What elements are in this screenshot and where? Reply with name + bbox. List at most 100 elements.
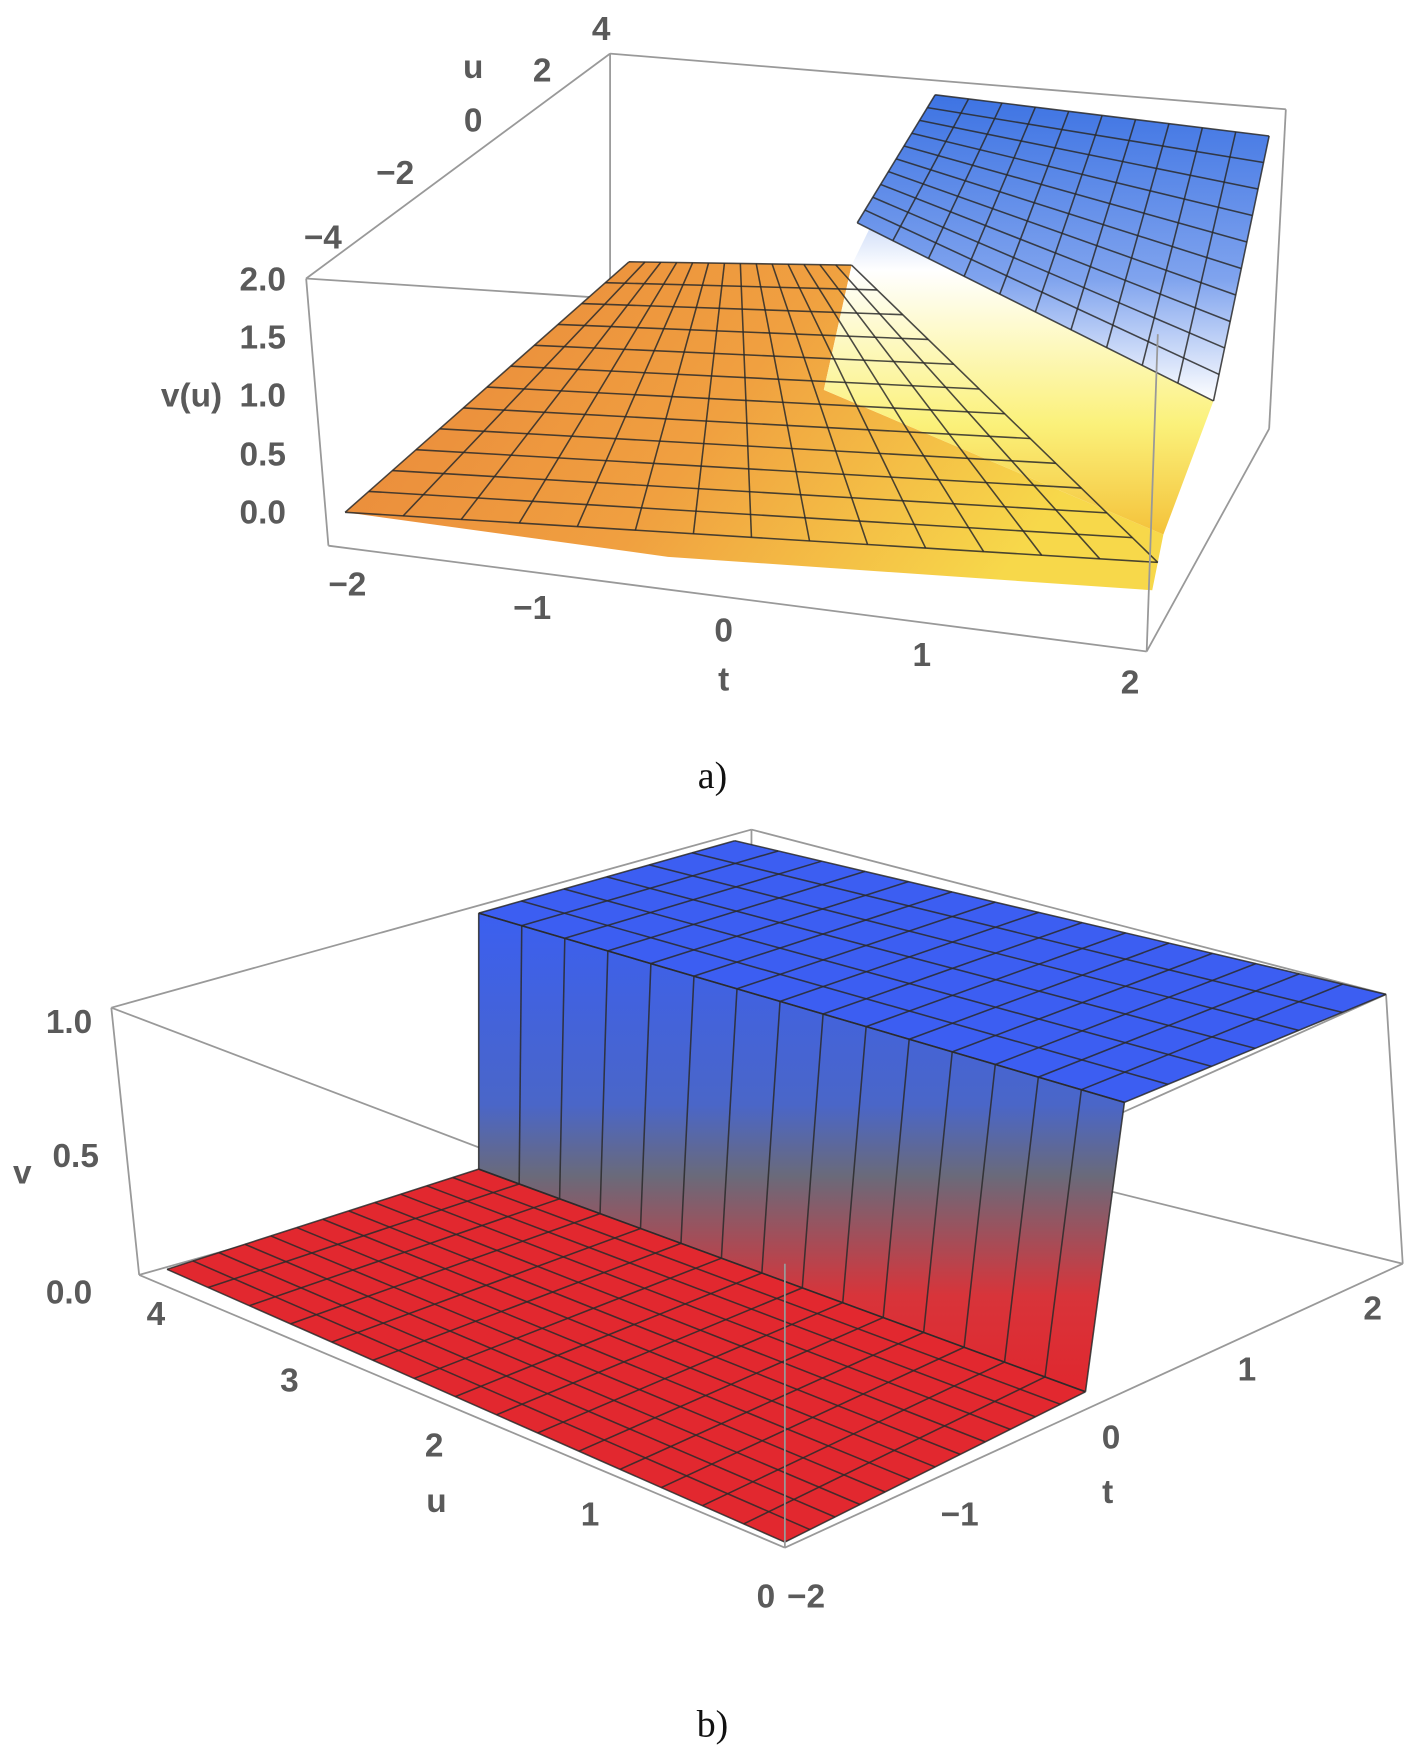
z-tick: 0.5 <box>240 436 286 473</box>
mesh-line <box>819 264 1043 556</box>
mesh-line <box>801 1013 824 1288</box>
mesh-line <box>1212 135 1270 402</box>
u-tick: 0 <box>464 102 483 139</box>
mesh-line <box>606 876 1256 1050</box>
mesh-line <box>563 888 1212 1068</box>
mesh-line <box>558 938 566 1199</box>
mesh-line <box>460 261 662 520</box>
caption: a) <box>698 755 727 797</box>
mesh-line <box>455 1272 763 1398</box>
z-label: v(u) <box>161 377 222 414</box>
u-tick: 1 <box>581 1496 600 1533</box>
z-tick: 0.0 <box>46 1275 92 1312</box>
t-tick: 1 <box>1238 1352 1257 1389</box>
u-tick: −4 <box>304 219 342 256</box>
mesh-line <box>693 891 953 977</box>
mesh-line <box>296 1226 911 1481</box>
z-tick: 0.5 <box>53 1138 99 1175</box>
u-tick: 2 <box>425 1427 444 1464</box>
mesh-line <box>720 988 738 1259</box>
mesh-line <box>882 1039 910 1318</box>
mesh-line <box>1105 123 1170 348</box>
mesh-line <box>736 901 996 990</box>
mesh-line <box>702 1361 1005 1507</box>
mesh-line <box>374 1201 986 1443</box>
mesh-line <box>803 264 985 553</box>
plot-box-b-front <box>138 1262 1404 1549</box>
u-tick: −2 <box>376 155 414 192</box>
mesh-line <box>761 1001 781 1274</box>
mesh-line <box>771 263 869 545</box>
mesh-line <box>660 1346 965 1489</box>
surface-b <box>166 839 1387 1543</box>
mesh-line <box>537 1302 844 1434</box>
z-tick: 1.0 <box>240 377 286 414</box>
plot-box-a-front <box>328 334 1270 653</box>
mesh-line <box>1070 119 1137 330</box>
mesh-line <box>244 1243 861 1506</box>
u-tick: 4 <box>592 11 611 48</box>
mesh-line <box>822 921 1083 1015</box>
t-tick: 2 <box>1363 1290 1382 1327</box>
mesh-line <box>680 976 695 1244</box>
mesh-line <box>951 952 1213 1053</box>
u-label: u <box>426 1483 446 1520</box>
u-tick: 2 <box>533 52 552 89</box>
mesh-line <box>779 911 1039 1003</box>
mesh-line <box>691 852 1343 1014</box>
mesh-line <box>478 912 1125 1104</box>
mesh-line <box>578 1316 884 1452</box>
mesh-line <box>402 261 646 517</box>
mesh-line <box>452 1176 1061 1406</box>
mesh-line <box>521 850 779 927</box>
mesh-line <box>649 864 1300 1032</box>
mesh-line <box>1038 973 1300 1078</box>
t-tick: 0 <box>1102 1419 1121 1456</box>
mesh-line <box>1141 127 1204 366</box>
z-tick: 2.0 <box>240 262 286 299</box>
mesh-line <box>1177 131 1237 384</box>
mesh-line <box>908 942 1170 1040</box>
mesh-line <box>743 1376 1046 1525</box>
t-label: t <box>1102 1474 1113 1511</box>
u-tick: 0 <box>757 1579 776 1616</box>
caption: b) <box>697 1704 729 1746</box>
mesh-line <box>521 900 1169 1086</box>
mesh-line <box>372 1242 682 1361</box>
mesh-line <box>426 1185 1036 1418</box>
mesh-line <box>400 1193 1011 1431</box>
mesh-line <box>619 1331 924 1471</box>
mesh-line <box>650 880 909 965</box>
u-tick: 4 <box>147 1296 166 1333</box>
mesh-line <box>270 1235 886 1493</box>
mesh-line <box>348 1210 961 1456</box>
t-tick: −2 <box>328 567 366 604</box>
mesh-line <box>207 1183 520 1289</box>
mesh-line <box>1034 115 1103 313</box>
mesh-line <box>1084 1102 1126 1392</box>
mesh-line <box>784 1391 1086 1543</box>
z-label: v <box>13 1155 32 1192</box>
mesh-line <box>692 263 726 534</box>
mesh-line <box>787 263 927 549</box>
mesh-line <box>927 102 1003 259</box>
mesh-line <box>865 932 1126 1028</box>
mesh-line <box>892 98 970 242</box>
t-tick: 1 <box>913 637 932 674</box>
mesh-line <box>413 1257 722 1380</box>
mesh-line <box>576 262 694 527</box>
mesh-line <box>478 839 735 914</box>
mesh-line <box>922 1051 954 1333</box>
mesh-line <box>607 870 866 952</box>
mesh-line <box>634 262 710 531</box>
mesh-line <box>835 264 1101 560</box>
mesh-line <box>564 860 822 940</box>
mesh-line <box>998 111 1070 295</box>
z-tick: 1.0 <box>46 1004 92 1041</box>
mesh-line <box>739 263 753 538</box>
mesh-line <box>518 925 523 1184</box>
mesh-line <box>1124 993 1387 1104</box>
u-label: u <box>463 49 483 86</box>
t-tick: −1 <box>513 590 551 627</box>
